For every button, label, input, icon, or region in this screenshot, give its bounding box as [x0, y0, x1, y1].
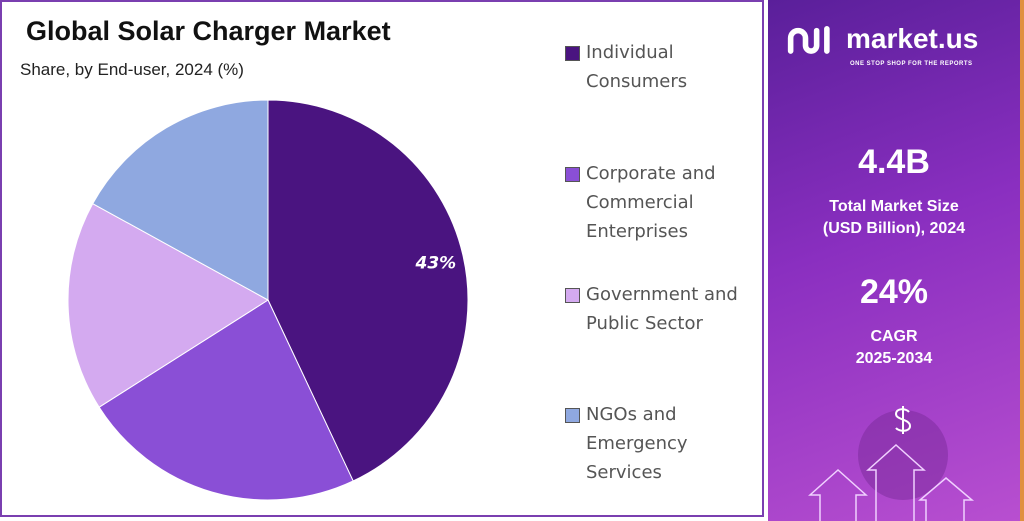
dollar-growth-arrows-icon	[808, 406, 975, 521]
chart-frame	[0, 0, 764, 517]
cagr-label: CAGR 2025-2034	[768, 326, 1020, 370]
legend-item: Corporate and Commercial Enterprises	[565, 159, 716, 246]
legend-label: NGOs and Emergency Services	[586, 400, 688, 487]
pie-slice	[267, 99, 469, 482]
legend-label-line: Individual	[586, 42, 674, 63]
market-size-label: Total Market Size (USD Billion), 2024	[768, 196, 1020, 240]
legend-item: Individual Consumers	[565, 38, 687, 96]
legend-label-line: Government and	[586, 284, 738, 305]
legend-label-line: Corporate and	[586, 163, 716, 184]
cagr-label-line: 2025-2034	[855, 350, 933, 367]
market-size-label-line: Total Market Size	[829, 198, 959, 215]
chart-subtitle: Share, by End-user, 2024 (%)	[20, 60, 244, 79]
legend-item: Government and Public Sector	[565, 280, 738, 338]
pie-slice	[98, 299, 354, 501]
legend-swatch	[565, 408, 580, 423]
logo: market.us	[786, 22, 978, 56]
legend-label: Corporate and Commercial Enterprises	[586, 159, 716, 246]
legend-label-line: Commercial	[586, 192, 694, 213]
legend-label-line: Enterprises	[586, 221, 688, 242]
cagr-value: 24%	[859, 273, 929, 311]
market-us-logo-icon	[787, 26, 830, 54]
chart-title: Global Solar Charger Market	[26, 16, 391, 46]
legend-swatch	[565, 46, 580, 61]
legend-swatch	[565, 167, 580, 182]
legend-label-line: Public Sector	[586, 313, 703, 334]
legend-label-line: Services	[586, 462, 662, 483]
market-size-value: 4.4B	[858, 143, 930, 181]
legend-label-line: NGOs and	[586, 404, 677, 425]
info-panel: market.us ONE STOP SHOP FOR THE REPORTS …	[768, 0, 1024, 521]
legend-label-line: Emergency	[586, 433, 688, 454]
tagline: ONE STOP SHOP FOR THE REPORTS	[850, 61, 973, 67]
legend-label: Individual Consumers	[586, 38, 687, 96]
logo-text: market.us	[846, 23, 979, 54]
market-size-label-line: (USD Billion), 2024	[822, 220, 966, 237]
legend-label: Government and Public Sector	[586, 280, 738, 338]
legend-swatch	[565, 288, 580, 303]
pie-slice	[92, 99, 269, 301]
pie-slice	[67, 202, 269, 408]
legend-item: NGOs and Emergency Services	[565, 400, 688, 487]
legend-label-line: Consumers	[586, 71, 688, 92]
data-label: 43%	[415, 253, 457, 273]
cagr-label-line: CAGR	[870, 328, 918, 345]
pie-chart: 43%	[67, 99, 469, 501]
